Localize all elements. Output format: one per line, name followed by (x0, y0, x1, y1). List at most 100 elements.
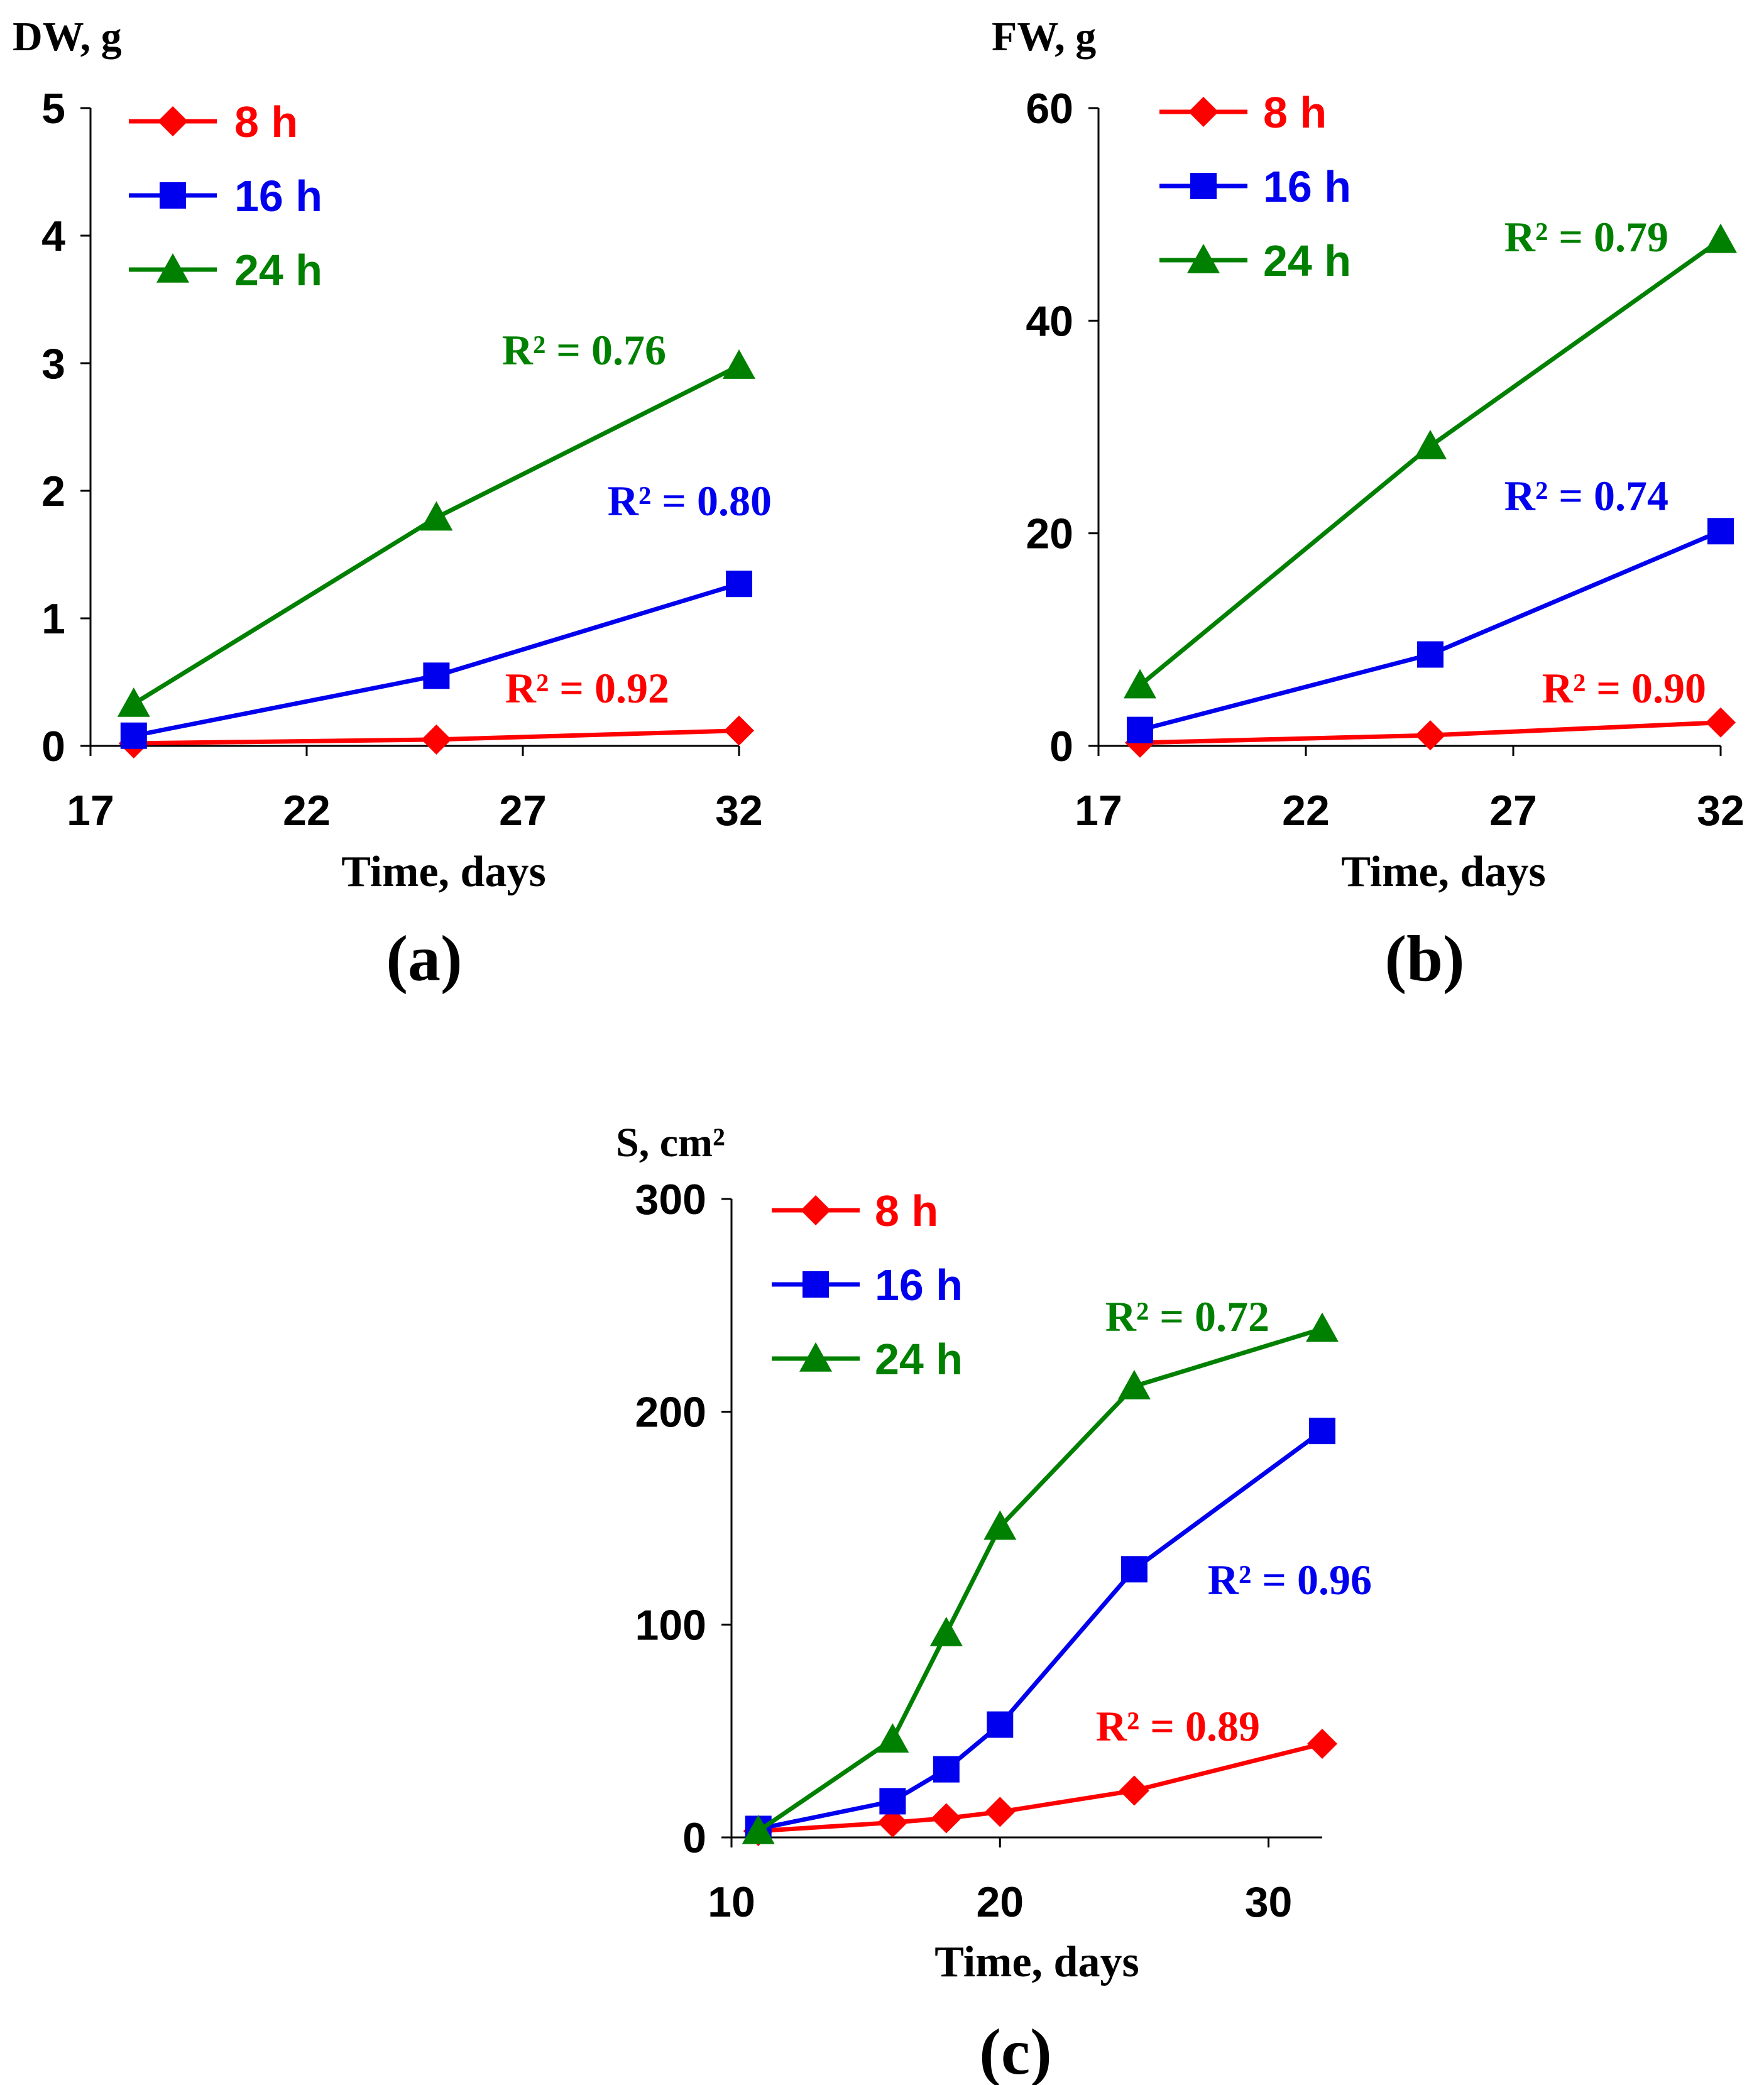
data-point-16h (726, 571, 752, 598)
x-tick-label: 17 (1075, 787, 1122, 835)
legend-marker-8h (801, 1195, 831, 1225)
data-point-16h (120, 722, 147, 749)
data-point-24h (1306, 1312, 1339, 1342)
data-point-16h (1707, 518, 1734, 545)
legend-marker-8h (158, 106, 188, 136)
panel-label: (a) (386, 922, 462, 995)
data-point-16h (1120, 1556, 1148, 1583)
chart-panel-b: 0 20 40 60 17 22 27 32 FW, g Time, days (b) R² = 0.… (992, 14, 1745, 995)
r2-annotation-16h: R² = 0.80 (608, 477, 772, 525)
y-tick-label: 1 (41, 595, 65, 643)
chart-panel-c: 0 100 200 300 10 20 30 S, cm² Time, days (c) R² = … (616, 1120, 1372, 2085)
x-axis-label: Time, days (341, 848, 545, 896)
x-axis-label: Time, days (934, 1938, 1139, 1986)
x-axis-label: Time, days (1341, 848, 1545, 896)
data-point-16h (423, 662, 450, 689)
data-point-24h (876, 1723, 909, 1753)
x-tick-label: 17 (67, 787, 114, 835)
y-tick-label: 0 (682, 1814, 706, 1862)
legend-marker-16h (803, 1271, 829, 1298)
r2-annotation-24h: R² = 0.79 (1504, 213, 1668, 261)
data-point-24h (983, 1510, 1017, 1540)
x-tick-label: 22 (1282, 787, 1330, 835)
y-axis-label: DW, g (13, 14, 122, 60)
data-point-24h (742, 1814, 775, 1844)
r2-annotation-8h: R² = 0.89 (1096, 1702, 1260, 1750)
panel-label: (b) (1384, 922, 1464, 995)
r2-annotation-8h: R² = 0.90 (1542, 664, 1706, 712)
data-point-8h (1415, 720, 1445, 751)
data-point-24h (1117, 1370, 1151, 1399)
data-point-24h (1704, 223, 1737, 253)
y-tick-label: 0 (1049, 723, 1073, 770)
x-tick-label: 27 (499, 787, 547, 835)
x-tick-label: 22 (283, 787, 331, 835)
data-point-8h (1119, 1775, 1149, 1806)
y-tick-label: 300 (635, 1176, 706, 1223)
y-tick-label: 40 (1026, 297, 1073, 345)
chart-panel-a: 0 1 2 3 4 5 17 22 27 32 DW, g Time, days (a) R² = 0.9… (13, 14, 772, 995)
legend-label-8h: 8 h (234, 97, 298, 146)
r2-annotation-24h: R² = 0.72 (1105, 1293, 1269, 1340)
y-tick-label: 5 (41, 85, 65, 133)
x-tick-label: 32 (715, 787, 763, 835)
data-point-8h (1307, 1728, 1337, 1759)
y-axis-label: FW, g (992, 14, 1096, 60)
y-tick-label: 100 (635, 1601, 706, 1649)
data-point-24h (723, 349, 755, 379)
data-point-8h (931, 1803, 961, 1834)
legend-label-24h: 24 h (234, 246, 322, 295)
r2-annotation-16h: R² = 0.74 (1504, 472, 1668, 520)
y-tick-label: 200 (635, 1389, 706, 1437)
y-tick-label: 2 (41, 468, 65, 515)
legend-label-16h: 16 h (875, 1261, 963, 1310)
r2-annotation-16h: R² = 0.96 (1208, 1556, 1372, 1604)
legend-label-16h: 16 h (234, 172, 322, 221)
y-tick-label: 0 (41, 723, 65, 770)
x-tick-label: 30 (1245, 1878, 1293, 1926)
y-axis-label: S, cm² (616, 1120, 725, 1166)
data-point-24h (929, 1616, 963, 1646)
legend-marker-16h (160, 182, 186, 209)
x-tick-label: 10 (708, 1878, 755, 1926)
y-tick-label: 4 (41, 212, 65, 260)
data-point-8h (877, 1807, 908, 1838)
series-line-24h (132, 363, 740, 706)
y-tick-label: 60 (1026, 85, 1073, 133)
r2-annotation-24h: R² = 0.76 (502, 326, 666, 374)
series-line-24h (1138, 238, 1723, 687)
x-tick-label: 20 (976, 1878, 1024, 1926)
series-line-24h (757, 1327, 1323, 1833)
legend-marker-24h (799, 1342, 832, 1372)
data-point-24h (1124, 669, 1156, 699)
x-tick-label: 32 (1697, 787, 1745, 835)
data-point-16h (879, 1788, 906, 1815)
data-point-16h (987, 1711, 1014, 1738)
legend-label-8h: 8 h (1263, 88, 1327, 137)
legend-marker-24h (156, 253, 189, 283)
legend-label-16h: 16 h (1263, 162, 1351, 211)
y-tick-label: 20 (1026, 510, 1073, 558)
legend-label-24h: 24 h (1263, 236, 1351, 285)
r2-annotation-8h: R² = 0.92 (505, 664, 669, 712)
data-point-24h (420, 501, 453, 531)
data-point-16h (1417, 641, 1444, 668)
data-point-8h (421, 724, 452, 755)
legend-marker-16h (1190, 173, 1217, 199)
series-line-8h (758, 1741, 1323, 1834)
legend-label-24h: 24 h (875, 1335, 963, 1384)
series-line-16h (758, 1429, 1324, 1831)
series-line-16h (133, 581, 740, 738)
legend-marker-8h (1188, 97, 1219, 127)
y-tick-label: 3 (41, 340, 65, 388)
data-point-8h (985, 1797, 1016, 1827)
data-point-8h (1706, 707, 1736, 738)
data-point-8h (724, 715, 754, 746)
data-point-16h (1127, 716, 1153, 743)
data-point-24h (117, 687, 150, 717)
x-tick-label: 27 (1489, 787, 1537, 835)
data-point-24h (1414, 429, 1447, 459)
legend-label-8h: 8 h (875, 1186, 938, 1235)
data-point-16h (933, 1756, 960, 1783)
